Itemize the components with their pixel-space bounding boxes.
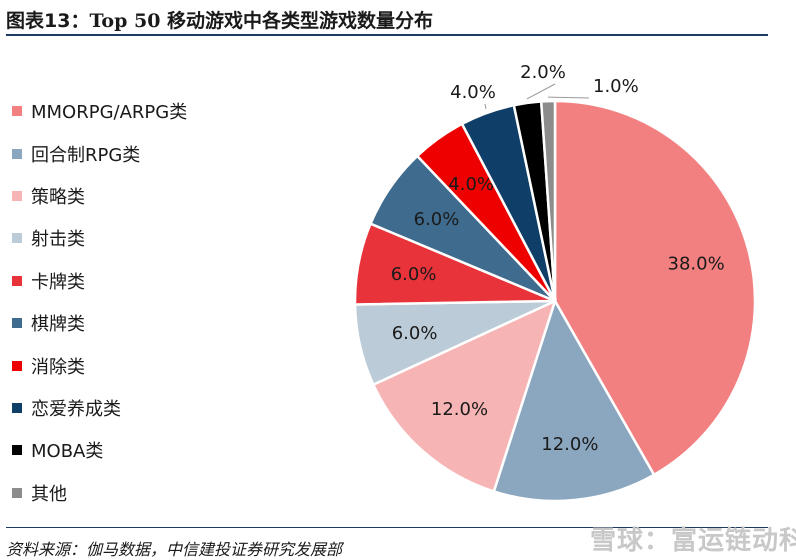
pie-slice (371, 298, 558, 493)
legend-swatch (12, 360, 22, 371)
leader-line (547, 96, 590, 99)
legend-item: MOBA类 (12, 429, 187, 471)
data-label: 6.0% (414, 209, 460, 230)
legend-label: 恋爱养成类 (31, 398, 121, 420)
title-divider (6, 34, 768, 36)
legend-label: 卡牌类 (31, 271, 85, 293)
legend-label: 策略类 (31, 186, 85, 208)
legend-item: 棋牌类 (12, 302, 187, 344)
legend-swatch (12, 106, 22, 117)
legend-label: MMORPG/ARPG类 (31, 102, 188, 124)
legend-label: MOBA类 (31, 441, 104, 463)
legend-item: 回合制RPG类 (12, 132, 187, 174)
legend-item: MMORPG/ARPG类 (12, 90, 187, 132)
legend-label: 其他 (31, 483, 67, 505)
figure-title-text: Top 50 移动游戏中各类型游戏数量分布 (89, 10, 434, 32)
leader-line (484, 103, 487, 110)
pie-slice (539, 99, 557, 302)
pie-slice (553, 99, 757, 477)
legend-label: 棋牌类 (31, 314, 85, 336)
data-label: 6.0% (392, 323, 438, 344)
legend-item: 消除类 (12, 344, 187, 386)
figure-label: 图表13： (6, 10, 90, 32)
watermark: 雪球：富运链动科技 (590, 526, 796, 556)
legend-item: 策略类 (12, 175, 187, 217)
data-label: 4.0% (450, 82, 496, 103)
data-label: 38.0% (668, 254, 725, 275)
legend-item: 射击类 (12, 217, 187, 259)
data-label: 2.0% (520, 62, 566, 83)
data-label: 12.0% (431, 399, 488, 420)
legend-label: 回合制RPG类 (31, 144, 141, 166)
legend-swatch (12, 402, 22, 413)
legend-swatch (12, 445, 22, 456)
legend-swatch (12, 190, 22, 201)
legend-swatch (12, 275, 22, 286)
data-label: 1.0% (593, 76, 639, 97)
figure-title: 图表13：Top 50 移动游戏中各类型游戏数量分布 (6, 6, 433, 33)
legend-swatch (12, 487, 22, 498)
legend-item: 恋爱养成类 (12, 387, 187, 429)
legend-label: 射击类 (31, 229, 85, 251)
legend-label: 消除类 (31, 356, 85, 378)
legend-swatch (12, 233, 22, 244)
legend-item: 其他 (12, 472, 187, 514)
pie-slice (492, 297, 656, 503)
legend: MMORPG/ARPG类 回合制RPG类 策略类射击类卡牌类棋牌类消除类恋爱养成类 M… (12, 90, 187, 514)
leader-line (526, 83, 556, 100)
source-divider (6, 527, 768, 528)
legend-swatch (12, 148, 22, 159)
data-label: 4.0% (448, 174, 494, 195)
source-note: 资料来源：伽马数据，中信建投证券研究发展部 (6, 540, 343, 559)
data-label: 6.0% (391, 264, 437, 285)
legend-item: 卡牌类 (12, 260, 187, 302)
data-label: 12.0% (541, 434, 598, 455)
pie-chart: 38.0% 12.0% 12.0% 6.0% 6.0% 6.0% 4.0% 4.0% 2.0% 1… (353, 62, 757, 503)
legend-swatch (12, 318, 22, 329)
